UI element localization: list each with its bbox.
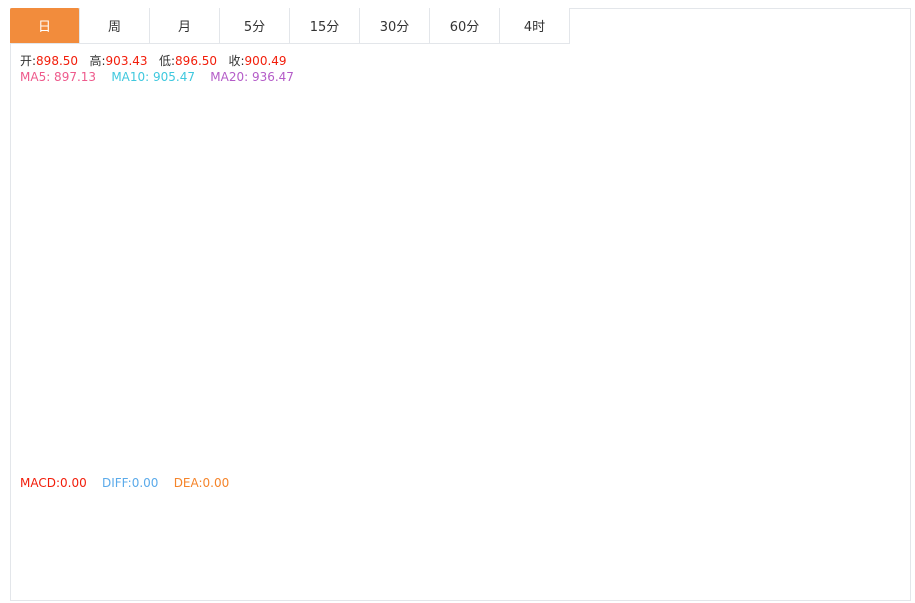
open-label: 开: [20, 54, 37, 68]
ohlc-readout: 开:898.50 高:903.43 低:896.50 收:900.49 [20, 52, 287, 69]
ma5-value: MA5: 897.13 [20, 70, 97, 84]
tab-2[interactable]: 月 [150, 8, 220, 44]
macd-value: MACD:0.00 [20, 476, 87, 490]
tab-3[interactable]: 5分 [220, 8, 290, 44]
dea-value: DEA:0.00 [173, 476, 230, 490]
ma-readout: MA5: 897.13 MA10: 905.47 MA20: 936.47 [20, 70, 294, 84]
high-label: 高: [89, 54, 106, 68]
period-tabs: 日周月 5分 15分 30分 60分 4时 [10, 8, 570, 44]
close-value: 900.49 [244, 54, 287, 68]
ma10-value: MA10: 905.47 [111, 70, 195, 84]
tab-4[interactable]: 15分 [290, 8, 360, 44]
close-label: 收: [228, 54, 245, 68]
low-value: 896.50 [175, 54, 218, 68]
diff-value: DIFF:0.00 [102, 476, 159, 490]
tab-1[interactable]: 周 [80, 8, 150, 44]
tab-6[interactable]: 60分 [430, 8, 500, 44]
low-label: 低: [159, 54, 176, 68]
ma20-value: MA20: 936.47 [210, 70, 294, 84]
open-value: 898.50 [36, 54, 79, 68]
tab-5[interactable]: 30分 [360, 8, 430, 44]
tab-7[interactable]: 4时 [500, 8, 570, 44]
macd-readout: MACD:0.00 DIFF:0.00 DEA:0.00 [20, 476, 229, 490]
high-value: 903.43 [105, 54, 148, 68]
chart-frame [10, 8, 911, 601]
tab-0[interactable]: 日 [10, 8, 80, 44]
